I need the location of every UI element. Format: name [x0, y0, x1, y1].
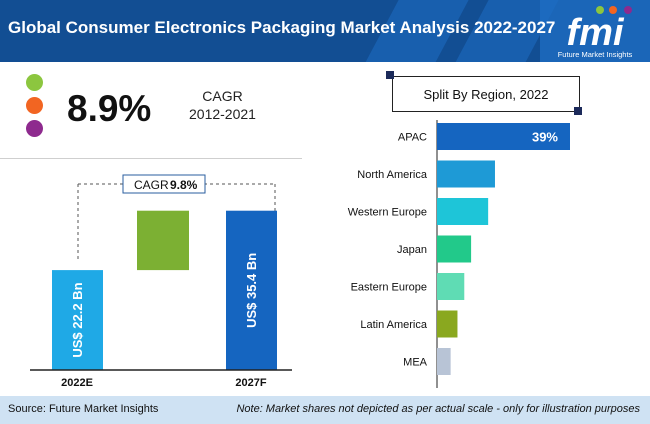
bar-2027f-value-label: US$ 35.4 Bn: [244, 253, 259, 328]
cagr-label: CAGR: [202, 88, 243, 104]
legend-dot-orange: [26, 97, 43, 114]
region-label-japan: Japan: [397, 244, 427, 256]
region-bar-eastern-europe: [437, 273, 465, 300]
region-chart-title: Split By Region, 2022: [392, 76, 580, 112]
page-title: Global Consumer Electronics Packaging Ma…: [8, 18, 556, 37]
title-corner-accent: [386, 71, 394, 79]
legend-dot-purple: [26, 120, 43, 137]
bar-2022e: [52, 270, 103, 370]
cagr-annotation-label: CAGR: [134, 178, 169, 192]
region-label-apac: APAC: [398, 132, 427, 144]
cagr-annotation-box: [122, 174, 206, 194]
region-label-eastern-europe: Eastern Europe: [351, 282, 427, 294]
x-tick-2022e: 2022E: [61, 377, 93, 389]
region-label-mea: MEA: [403, 357, 428, 369]
cagr-annotation-value: 9.8%: [170, 178, 198, 192]
region-bar-north-america: [437, 160, 495, 188]
section-divider: [0, 158, 302, 159]
cagr-value: 8.9%: [67, 88, 152, 129]
cagr-period: 2012-2021: [189, 106, 256, 122]
logo-dot-green: [596, 6, 604, 14]
region-label-north-america: North America: [357, 169, 428, 181]
region-label-latin-america: Latin America: [360, 319, 428, 331]
scale-note: Note: Market shares not depicted as per …: [236, 403, 640, 415]
x-tick-2027f: 2027F: [235, 377, 266, 389]
header-banner: Global Consumer Electronics Packaging Ma…: [0, 0, 650, 62]
title-corner-accent: [574, 107, 582, 115]
region-value-label: 39%: [532, 130, 558, 145]
region-label-western-europe: Western Europe: [348, 207, 427, 219]
region-bar-mea: [437, 348, 451, 375]
bar-2022e-value-label: US$ 22.2 Bn: [70, 282, 85, 357]
logo-caption: Future Market Insights: [558, 50, 633, 59]
region-bar-apac: [437, 123, 570, 150]
bar-2027f: [226, 210, 277, 370]
source-note: Source: Future Market Insights: [8, 403, 159, 415]
footer-bar: Source: Future Market Insights Note: Mar…: [0, 396, 650, 424]
logo-dot-purple: [624, 6, 632, 14]
region-bar-japan: [437, 235, 472, 263]
bar-growth-increment: [137, 210, 189, 271]
region-bar-latin-america: [437, 310, 458, 338]
market-size-chart: CAGR 9.8% US$ 22.2 Bn US$ 35.4 Bn 2022E …: [30, 174, 292, 389]
fmi-logo: fmi Future Market Insights: [558, 6, 633, 59]
logo-text: fmi: [567, 12, 625, 54]
cagr-label-block: CAGR 2012-2021: [189, 87, 256, 123]
region-split-chart: APAC 39% North America Western Europe Japan E…: [348, 120, 570, 388]
region-bar-western-europe: [437, 198, 489, 225]
legend-dot-green: [26, 74, 43, 91]
logo-dot-orange: [609, 6, 617, 14]
